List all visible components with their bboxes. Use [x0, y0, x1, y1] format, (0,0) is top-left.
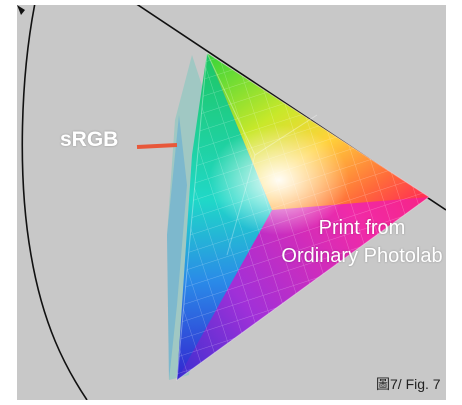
photolab-label-line2: Ordinary Photolab — [281, 245, 443, 267]
srgb-label: sRGB — [60, 128, 119, 151]
photolab-label-line1: Print from — [318, 217, 406, 239]
photolab-gamut-solid — [176, 52, 430, 382]
gamut-figure-panel: sRGB Print from Ordinary Photolab 圖7/ Fi… — [17, 5, 446, 400]
gamut-diagram — [17, 5, 446, 400]
photolab-label: Print from Ordinary Photolab — [262, 214, 462, 270]
figure-caption: 圖7/ Fig. 7 — [376, 376, 441, 392]
arrow-marker-icon — [17, 5, 25, 15]
srgb-pointer-line — [136, 143, 178, 149]
